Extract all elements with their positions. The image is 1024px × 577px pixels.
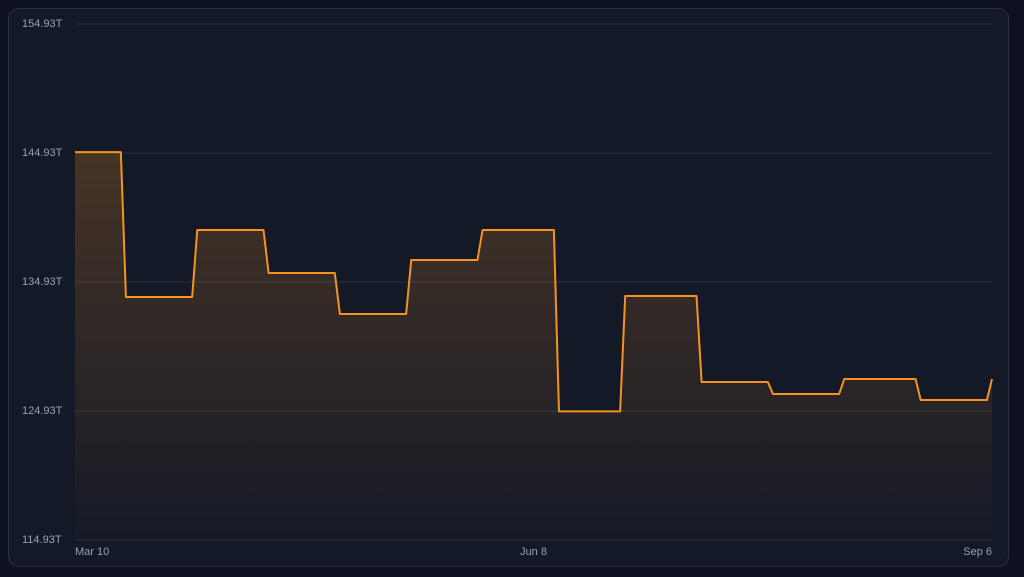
x-tick-label: Jun 8 [520,546,547,558]
y-tick-label: 154.93T [22,18,63,30]
y-tick-label: 144.93T [22,147,63,159]
area [75,152,992,540]
y-tick-label: 114.93T [22,534,62,546]
y-tick-label: 134.93T [22,276,63,288]
line [75,151,993,413]
y-tick-label: 124.93T [22,405,63,417]
x-tick-label: Mar 10 [75,546,109,558]
x-tick-label: Sep 6 [963,546,992,558]
